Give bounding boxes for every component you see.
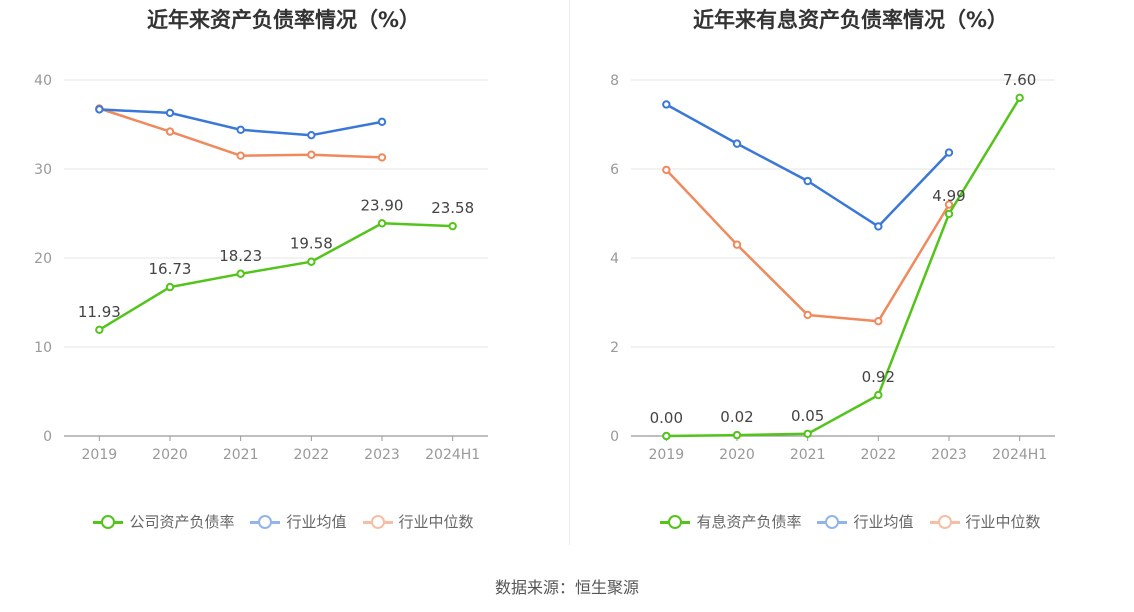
series-line-green [666,97,1021,438]
y-tick-label: 20 [34,251,52,267]
data-point [377,117,387,127]
y-tick-label: 40 [34,73,52,89]
data-point [307,150,316,159]
data-label: 7.60 [1003,71,1036,89]
x-tick-label: 2019 [82,447,118,463]
data-point [874,222,883,231]
data-point [803,176,812,186]
data-point [803,429,812,438]
data-point [448,221,457,231]
x-tick-label: 2020 [152,447,188,463]
x-tick-label: 2024H1 [992,447,1047,463]
y-tick-label: 10 [34,340,52,356]
legend-item-industry-mean[interactable]: 行业均值 [250,511,347,532]
chart-title: 近年来资产负债率情况（%） [146,8,421,32]
data-point [307,130,316,140]
x-tick-label: 2021 [223,447,259,463]
legend-item-industry-median[interactable]: 行业中位数 [929,511,1041,532]
legend-line-marker-icon [817,512,848,532]
data-point [732,240,742,249]
panel-divider [569,0,570,545]
data-point [732,139,742,148]
data-label: 16.73 [149,260,192,278]
legend: 有息资产负债率 行业均值 行业中位数 [567,511,1134,532]
x-tick-label: 2023 [364,447,400,463]
y-tick-label: 6 [610,162,619,178]
data-label: 4.99 [932,187,965,205]
legend-line-marker-icon [250,512,281,532]
data-label: 23.90 [361,196,404,214]
chart-title: 近年来有息资产负债率情况（%） [692,8,1009,32]
x-tick-label: 2019 [649,447,685,463]
data-point [236,125,245,135]
y-tick-label: 0 [610,429,619,445]
x-tick-label: 2021 [790,447,826,463]
data-point [874,390,883,400]
x-tick-label: 2020 [719,447,755,463]
y-tick-label: 4 [610,251,619,267]
y-tick-label: 0 [43,429,52,445]
data-label: 23.58 [431,199,474,217]
y-tick-label: 30 [34,162,52,178]
data-point [165,282,175,292]
data-point [1015,93,1024,103]
data-point [236,151,245,160]
x-tick-label: 2023 [931,447,967,463]
series-line-green [98,222,453,331]
data-label: 0.05 [791,407,824,425]
legend-line-marker-icon [929,512,960,532]
data-point [165,108,175,118]
legend-item-company[interactable]: 有息资产负债率 [660,511,801,532]
series-line-orange [665,169,951,323]
legend-line-marker-icon [362,512,393,532]
data-label: 0.92 [862,368,895,386]
line-chart-interest-bearing-debt-ratio: 0 2 4 6 8 2019 2020 2021 2022 2023 2024H1 0.00 0.02 0… [610,71,1055,463]
data-point [662,431,671,441]
data-point [874,316,883,326]
legend-label: 行业均值 [853,513,914,531]
legend-label: 公司资产负债率 [129,513,235,531]
data-source-note: 数据来源：恒生聚源 [494,578,639,597]
line-chart-debt-ratio: 0 10 20 30 40 2019 2020 2021 2022 2023 2024H1 11.93… [34,73,488,463]
data-point [944,148,954,157]
data-point [944,209,954,219]
data-point [732,430,742,440]
data-point [662,165,671,175]
legend-item-industry-mean[interactable]: 行业均值 [817,511,914,532]
legend-label: 行业中位数 [398,513,474,531]
series-line-blue [665,103,950,228]
x-tick-label: 2022 [861,447,897,463]
legend-label: 行业中位数 [965,513,1041,531]
data-label: 0.02 [720,408,753,426]
data-label: 11.93 [78,303,121,321]
chart-panel-interest-bearing-debt-ratio: 近年来有息资产负债率情况（%） 0 2 4 6 8 2019 2020 2021 2022 202… [567,0,1134,560]
data-point [95,105,104,114]
legend-label: 有息资产负债率 [696,513,802,531]
data-point [944,200,954,209]
chart-panel-debt-ratio: 近年来资产负债率情况（%） 0 10 20 30 40 2019 2020 2021 2022 2… [0,0,567,560]
y-tick-label: 8 [610,73,619,89]
data-label: 19.58 [290,235,333,253]
data-label: 0.00 [650,409,683,427]
data-point [377,219,387,228]
data-point [662,100,671,109]
data-point [803,310,812,320]
legend-line-marker-icon [93,512,124,532]
y-tick-label: 2 [610,340,619,356]
data-label: 18.23 [219,247,262,265]
legend-item-industry-median[interactable]: 行业中位数 [362,511,474,532]
legend-line-marker-icon [660,512,691,532]
legend-item-company[interactable]: 公司资产负债率 [93,511,234,532]
data-point [165,127,175,136]
data-point [307,257,316,266]
legend-label: 行业均值 [286,513,347,531]
data-point [377,153,387,162]
x-tick-label: 2024H1 [425,447,480,463]
data-point [236,269,245,278]
data-point [95,325,104,335]
x-tick-label: 2022 [294,447,330,463]
legend: 公司资产负债率 行业均值 行业中位数 [0,511,567,532]
